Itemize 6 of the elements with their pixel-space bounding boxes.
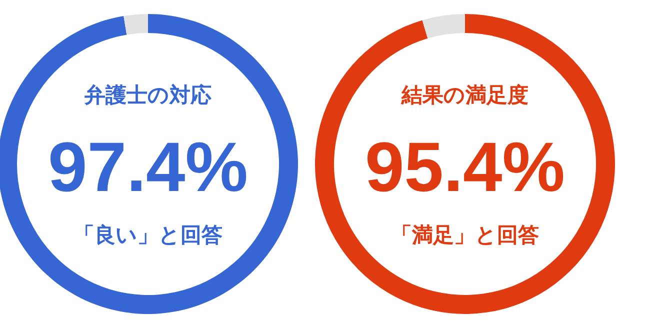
data-label: 95.4% — [365, 128, 565, 206]
data-label: 97.4% — [48, 128, 248, 206]
text: 結果の満足度 — [400, 83, 528, 107]
text: 「良い」と回答 — [74, 223, 222, 247]
text: 弁護士の対応 — [84, 83, 212, 107]
text: 「満足」と回答 — [391, 224, 539, 247]
